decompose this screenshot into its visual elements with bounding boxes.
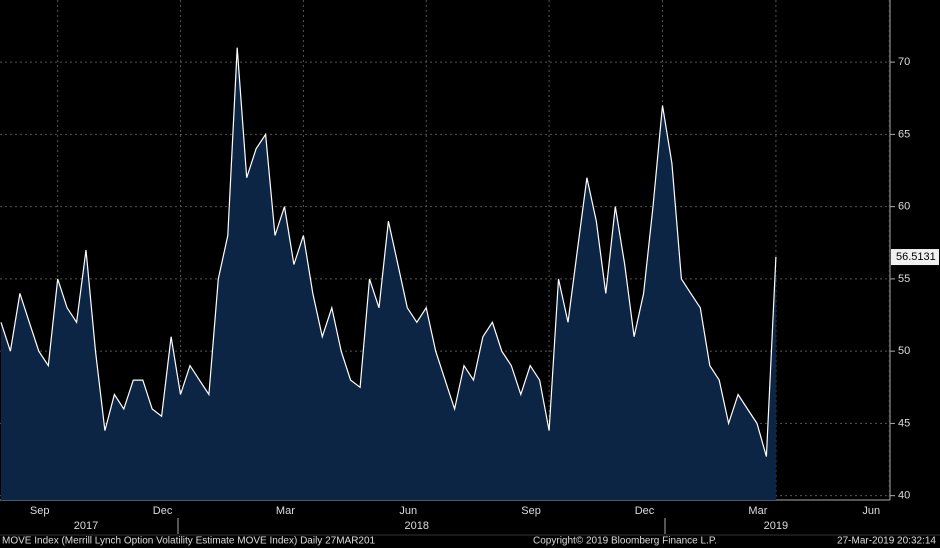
footer-right: 27-Mar-2019 20:32:14 [837, 536, 936, 547]
x-tick-label: Jun [862, 505, 880, 517]
y-tick-label: 50 [898, 345, 910, 357]
x-tick-label: Sep [521, 505, 541, 517]
year-label: 2019 [764, 520, 788, 532]
year-label: 2017 [74, 520, 98, 532]
y-tick-label: 40 [898, 490, 910, 502]
footer-left: MOVE Index (Merrill Lynch Option Volatil… [2, 536, 376, 547]
y-tick-label: 45 [898, 417, 910, 429]
year-label: 2018 [405, 520, 429, 532]
y-tick-label: 70 [898, 56, 910, 68]
y-tick-label: 60 [898, 201, 910, 213]
last-value-box [891, 249, 939, 266]
y-tick-label: 55 [898, 273, 910, 285]
y-tick-label: 65 [898, 128, 910, 140]
x-tick-label: Mar [276, 505, 295, 517]
x-tick-label: Jun [399, 505, 417, 517]
x-tick-label: Dec [635, 505, 655, 517]
x-tick-label: Sep [30, 505, 50, 517]
line [0, 47, 777, 457]
x-tick-label: Dec [153, 505, 173, 517]
area [1, 47, 776, 500]
x-tick-label: Mar [748, 505, 767, 517]
footer-center: Copyright© 2019 Bloomberg Finance L.P. [533, 536, 717, 547]
last-value-label: 56.5131 [896, 251, 936, 263]
